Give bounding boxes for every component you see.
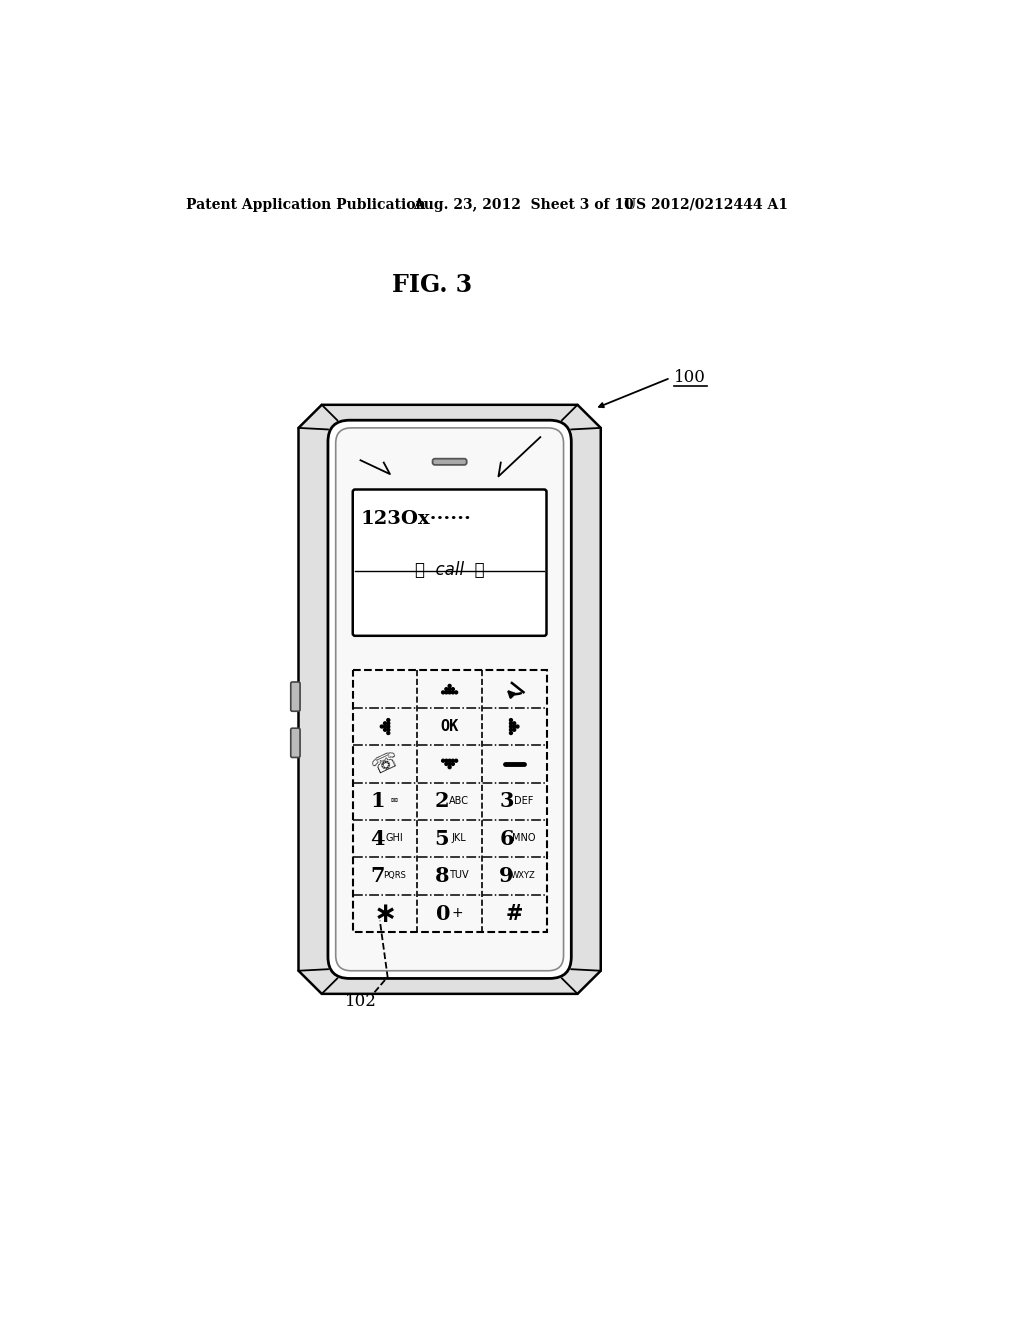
Text: 5: 5 bbox=[434, 829, 450, 849]
Circle shape bbox=[387, 731, 390, 734]
Text: 9: 9 bbox=[499, 866, 514, 886]
Circle shape bbox=[449, 766, 452, 768]
Text: 4: 4 bbox=[370, 829, 385, 849]
Text: ∗: ∗ bbox=[374, 899, 396, 928]
Text: 101: 101 bbox=[497, 446, 528, 463]
Circle shape bbox=[441, 690, 444, 694]
Text: #: # bbox=[506, 904, 523, 924]
FancyBboxPatch shape bbox=[328, 420, 571, 978]
Text: 2: 2 bbox=[434, 792, 450, 812]
FancyBboxPatch shape bbox=[291, 729, 300, 758]
Circle shape bbox=[387, 729, 390, 731]
Text: 3: 3 bbox=[500, 792, 514, 812]
Circle shape bbox=[444, 759, 447, 762]
Text: DEF: DEF bbox=[514, 796, 534, 805]
Text: Patent Application Publication: Patent Application Publication bbox=[186, 198, 426, 211]
Text: ☏: ☏ bbox=[369, 748, 401, 779]
Circle shape bbox=[510, 722, 512, 725]
FancyBboxPatch shape bbox=[336, 428, 563, 970]
Circle shape bbox=[441, 759, 444, 762]
Circle shape bbox=[444, 688, 447, 690]
Text: 6: 6 bbox=[499, 829, 514, 849]
Circle shape bbox=[455, 690, 458, 694]
Circle shape bbox=[510, 729, 512, 731]
Polygon shape bbox=[299, 405, 601, 994]
Circle shape bbox=[510, 731, 512, 734]
Text: 8: 8 bbox=[434, 866, 450, 886]
Circle shape bbox=[384, 729, 386, 731]
Circle shape bbox=[449, 759, 452, 762]
Text: ✉: ✉ bbox=[391, 796, 398, 805]
Circle shape bbox=[449, 685, 452, 688]
Circle shape bbox=[452, 690, 455, 694]
Text: WXYZ: WXYZ bbox=[511, 871, 536, 880]
Circle shape bbox=[510, 718, 512, 722]
Circle shape bbox=[387, 722, 390, 725]
Text: 1: 1 bbox=[370, 792, 385, 812]
Text: 2: 2 bbox=[379, 446, 389, 463]
Circle shape bbox=[513, 722, 516, 725]
Text: 〈  call  〉: 〈 call 〉 bbox=[415, 561, 484, 579]
Circle shape bbox=[452, 688, 455, 690]
Text: JKL: JKL bbox=[452, 833, 466, 843]
Circle shape bbox=[455, 759, 458, 762]
Text: 102: 102 bbox=[344, 993, 377, 1010]
Text: 100: 100 bbox=[675, 368, 707, 385]
Circle shape bbox=[384, 722, 386, 725]
FancyBboxPatch shape bbox=[432, 459, 467, 465]
Circle shape bbox=[387, 725, 390, 729]
Text: 7: 7 bbox=[370, 866, 385, 886]
Text: GHI: GHI bbox=[385, 833, 403, 843]
Text: ABC: ABC bbox=[449, 796, 469, 805]
Text: US 2012/0212444 A1: US 2012/0212444 A1 bbox=[624, 198, 788, 211]
Circle shape bbox=[452, 763, 455, 766]
Circle shape bbox=[516, 725, 519, 729]
Circle shape bbox=[449, 763, 452, 766]
Circle shape bbox=[387, 718, 390, 722]
Text: PQRS: PQRS bbox=[383, 871, 406, 880]
Text: TUV: TUV bbox=[450, 870, 469, 880]
Circle shape bbox=[384, 725, 386, 729]
FancyBboxPatch shape bbox=[352, 490, 547, 636]
Text: MNO: MNO bbox=[512, 833, 536, 843]
Circle shape bbox=[380, 725, 383, 729]
Text: OK: OK bbox=[440, 719, 459, 734]
Circle shape bbox=[449, 688, 452, 690]
Text: Aug. 23, 2012  Sheet 3 of 10: Aug. 23, 2012 Sheet 3 of 10 bbox=[414, 198, 634, 211]
Circle shape bbox=[513, 729, 516, 731]
Circle shape bbox=[444, 690, 447, 694]
Circle shape bbox=[513, 725, 516, 729]
Text: 0: 0 bbox=[436, 904, 451, 924]
Text: +: + bbox=[452, 906, 463, 920]
Circle shape bbox=[510, 725, 512, 729]
Circle shape bbox=[449, 690, 452, 694]
FancyBboxPatch shape bbox=[291, 682, 300, 711]
Text: 123Ox······: 123Ox······ bbox=[360, 510, 471, 528]
Circle shape bbox=[444, 763, 447, 766]
Text: FIG. 3: FIG. 3 bbox=[391, 273, 472, 297]
Circle shape bbox=[452, 759, 455, 762]
